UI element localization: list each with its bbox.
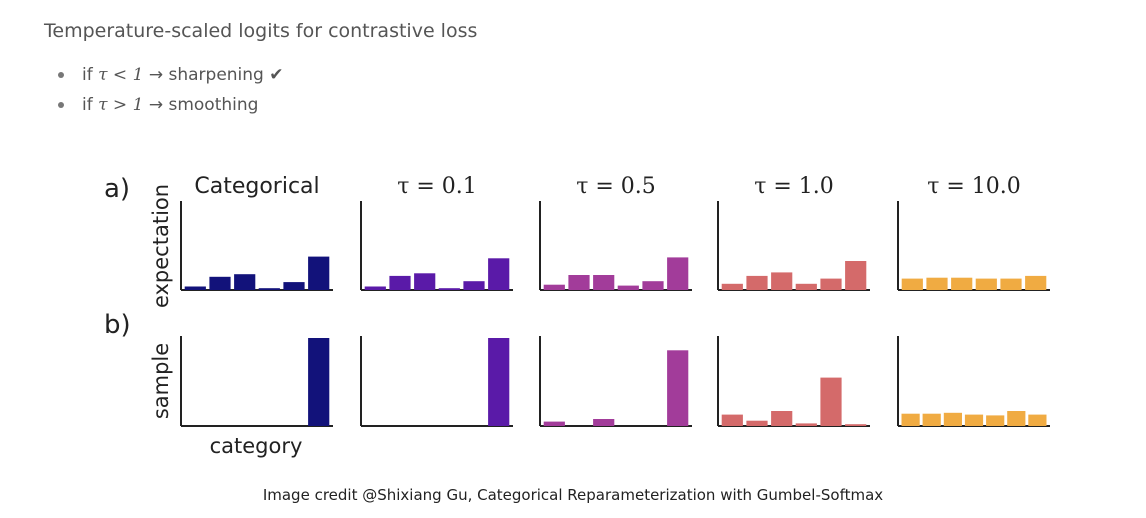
bar-sample — [593, 419, 615, 426]
bar-expectation — [975, 278, 997, 290]
panel-title: τ = 10.0 — [927, 174, 1021, 199]
arrow-icon: → — [143, 95, 169, 115]
bar-expectation — [771, 272, 793, 290]
bullet-text: smoothing — [168, 95, 259, 115]
arrow-icon: → — [143, 65, 169, 85]
bar-expectation — [308, 256, 330, 290]
bar-expectation — [184, 286, 206, 290]
bar-expectation — [209, 276, 231, 290]
xlabel-category: category — [210, 434, 303, 458]
bar-sample — [795, 423, 817, 426]
bar-sample — [308, 338, 330, 426]
bar-sample — [1007, 411, 1026, 426]
bar-sample — [721, 414, 743, 426]
panel-title: Categorical — [194, 174, 319, 199]
bar-expectation — [667, 257, 689, 290]
bar-expectation — [845, 261, 867, 290]
bar-sample — [771, 411, 793, 426]
bar-expectation — [721, 283, 743, 290]
bar-expectation — [414, 273, 436, 290]
bar-expectation — [364, 286, 386, 290]
math-number: 1 — [132, 65, 144, 85]
panel-title: τ = 1.0 — [754, 174, 834, 199]
check-icon: ✔ — [269, 65, 284, 85]
panel-title: τ = 0.5 — [576, 174, 656, 199]
bar-sample — [964, 414, 984, 426]
bar-expectation — [593, 275, 615, 290]
bullet-dot-icon — [58, 102, 64, 108]
bar-expectation — [820, 278, 842, 290]
bar-expectation — [1025, 275, 1047, 290]
bar-expectation — [617, 285, 639, 290]
bullet-prefix: if — [82, 65, 99, 85]
bar-expectation — [901, 278, 923, 290]
bar-expectation — [389, 275, 411, 290]
panel-title: τ = 0.1 — [397, 174, 477, 199]
bar-sample — [943, 412, 962, 426]
bullet-prefix: if — [82, 95, 99, 115]
bar-sample — [667, 350, 689, 426]
bar-expectation — [543, 284, 565, 290]
bar-sample — [746, 420, 768, 426]
page-heading: Temperature-scaled logits for contrastiv… — [44, 20, 478, 42]
bar-sample — [820, 377, 842, 426]
bar-sample — [901, 413, 920, 426]
row-label-b: b) — [104, 310, 131, 340]
bar-sample — [543, 421, 565, 426]
math-operator: > — [107, 95, 133, 115]
bar-sample — [922, 413, 941, 426]
ylabel-sample: sample — [149, 343, 173, 419]
bar-expectation — [283, 282, 305, 290]
math-number: 1 — [132, 95, 144, 115]
bar-expectation — [951, 277, 973, 290]
bar-expectation — [926, 277, 948, 290]
bar-expectation — [258, 288, 280, 290]
bullet-smoothing: if τ > 1 → smoothing — [58, 90, 284, 120]
bar-expectation — [568, 275, 590, 290]
math-operator: < — [107, 65, 133, 85]
bullet-text: sharpening — [168, 65, 270, 85]
bar-expectation — [463, 281, 485, 290]
bar-expectation — [438, 288, 460, 290]
bullet-list: if τ < 1 → sharpening ✔ if τ > 1 → smoot… — [58, 60, 284, 120]
bar-sample — [845, 424, 867, 426]
bar-expectation — [1000, 278, 1022, 290]
math-tau: τ — [98, 65, 108, 85]
bullet-sharpening: if τ < 1 → sharpening ✔ — [58, 60, 284, 90]
ylabel-expectation: expectation — [149, 184, 173, 308]
bar-sample — [986, 415, 1005, 426]
bar-sample — [488, 338, 510, 426]
bar-expectation — [795, 283, 817, 290]
image-credit-text: Image credit @Shixiang Gu, Categorical R… — [262, 486, 884, 504]
bar-expectation — [746, 275, 768, 290]
bar-expectation — [234, 274, 256, 290]
image-credit: Image credit @Shixiang Gu, Categorical R… — [0, 486, 1146, 504]
bar-expectation — [642, 281, 664, 290]
bar-sample — [1028, 414, 1047, 426]
bar-expectation — [488, 258, 510, 290]
bullet-dot-icon — [58, 72, 64, 78]
math-tau: τ — [98, 95, 108, 115]
row-label-a: a) — [104, 174, 130, 204]
